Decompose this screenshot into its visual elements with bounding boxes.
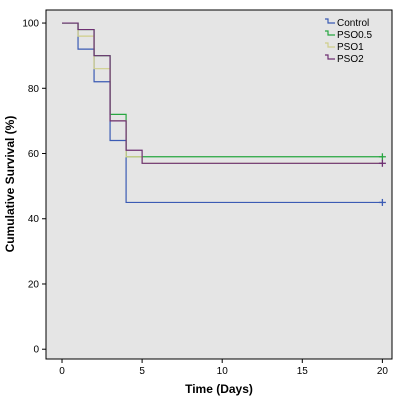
x-tick-label: 5 (139, 366, 145, 377)
y-tick-label: 60 (28, 149, 40, 160)
y-tick-label: 80 (28, 84, 40, 95)
legend-label: PSO1 (337, 42, 364, 53)
x-tick-label: 20 (377, 366, 389, 377)
y-axis-title: Cumulative Survival (%) (3, 116, 17, 253)
y-tick-label: 0 (33, 345, 39, 356)
x-axis-title: Time (Days) (185, 382, 253, 396)
axis-layer: 0 5 10 15 20 0 20 40 60 80 100 (22, 19, 388, 377)
legend-label: Control (337, 18, 369, 29)
legend-label: PSO2 (337, 54, 364, 65)
x-tick-label: 0 (59, 366, 65, 377)
legend-swatch (325, 42, 335, 48)
x-tick-label: 15 (297, 366, 309, 377)
legend-swatch (325, 54, 335, 60)
legend-label: PSO0.5 (337, 30, 372, 41)
series-line-pso2 (62, 22, 383, 164)
censor-mark (378, 159, 386, 167)
y-tick-label: 40 (28, 214, 40, 225)
legend-swatch (325, 18, 335, 24)
censor-mark (378, 198, 386, 206)
series-layer (62, 22, 386, 206)
legend-swatch (325, 30, 335, 36)
x-tick-label: 10 (217, 366, 229, 377)
y-tick-label: 20 (28, 279, 40, 290)
y-tick-label: 100 (22, 19, 39, 30)
censor-mark (378, 153, 386, 161)
